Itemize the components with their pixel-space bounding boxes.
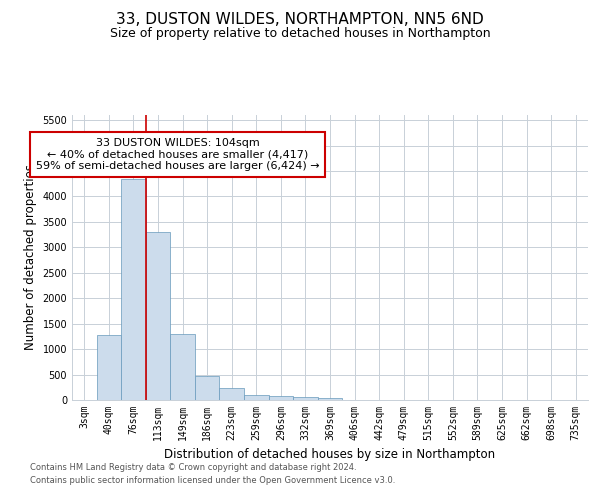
Y-axis label: Number of detached properties: Number of detached properties (24, 164, 37, 350)
Bar (269, 396, 293, 400)
Bar (318, 398, 342, 400)
Bar (121, 178, 146, 400)
Text: Size of property relative to detached houses in Northampton: Size of property relative to detached ho… (110, 28, 490, 40)
Text: Contains public sector information licensed under the Open Government Licence v3: Contains public sector information licen… (30, 476, 395, 485)
Bar (195, 376, 220, 400)
Text: Contains HM Land Registry data © Crown copyright and database right 2024.: Contains HM Land Registry data © Crown c… (30, 464, 356, 472)
Bar (146, 232, 170, 400)
Bar (170, 334, 195, 400)
Bar (293, 398, 318, 400)
Bar (220, 388, 244, 400)
Text: 33, DUSTON WILDES, NORTHAMPTON, NN5 6ND: 33, DUSTON WILDES, NORTHAMPTON, NN5 6ND (116, 12, 484, 28)
Bar (97, 335, 121, 400)
Bar (244, 395, 269, 400)
Text: 33 DUSTON WILDES: 104sqm
← 40% of detached houses are smaller (4,417)
59% of sem: 33 DUSTON WILDES: 104sqm ← 40% of detach… (36, 138, 319, 171)
X-axis label: Distribution of detached houses by size in Northampton: Distribution of detached houses by size … (164, 448, 496, 462)
